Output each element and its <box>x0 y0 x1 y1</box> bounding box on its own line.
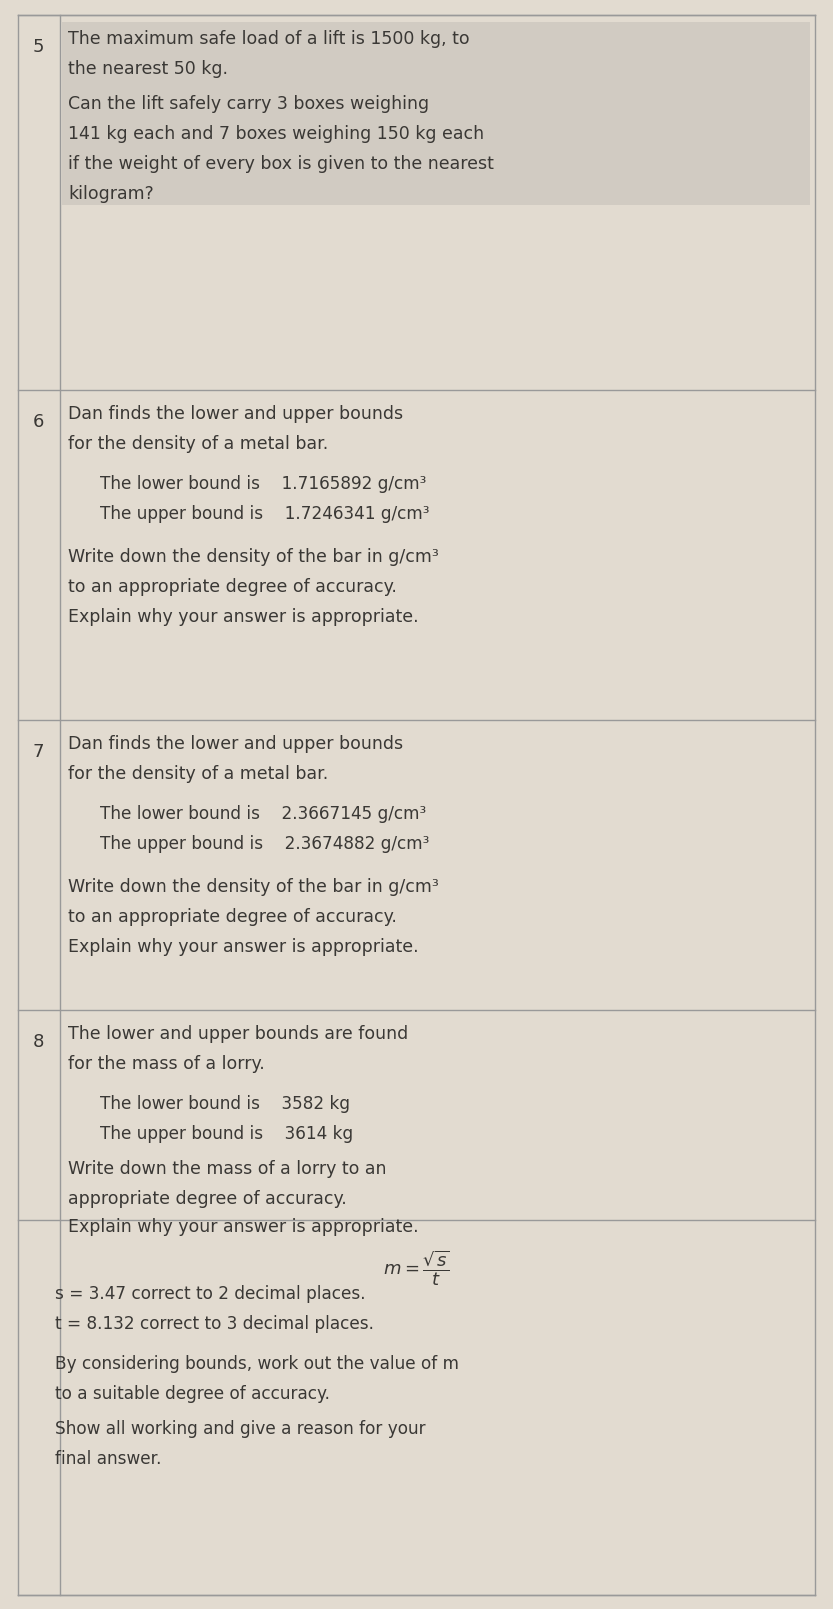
Text: Write down the density of the bar in g/cm³: Write down the density of the bar in g/c… <box>68 549 439 566</box>
Text: 141 kg each and 7 boxes weighing 150 kg each: 141 kg each and 7 boxes weighing 150 kg … <box>68 126 484 143</box>
Text: Explain why your answer is appropriate.: Explain why your answer is appropriate. <box>68 938 419 956</box>
Text: for the density of a metal bar.: for the density of a metal bar. <box>68 434 328 454</box>
Text: $m = \dfrac{\sqrt{s}}{t}$: $m = \dfrac{\sqrt{s}}{t}$ <box>382 1249 450 1287</box>
Text: 5: 5 <box>32 39 44 56</box>
Text: appropriate degree of accuracy.: appropriate degree of accuracy. <box>68 1191 347 1208</box>
Text: Explain why your answer is appropriate.: Explain why your answer is appropriate. <box>68 608 419 626</box>
Text: Dan finds the lower and upper bounds: Dan finds the lower and upper bounds <box>68 735 403 753</box>
Text: The maximum safe load of a lift is 1500 kg, to: The maximum safe load of a lift is 1500 … <box>68 31 470 48</box>
Text: The upper bound is    1.7246341 g/cm³: The upper bound is 1.7246341 g/cm³ <box>100 505 430 523</box>
Text: 8: 8 <box>32 1033 43 1051</box>
Text: Write down the density of the bar in g/cm³: Write down the density of the bar in g/c… <box>68 879 439 896</box>
Text: The lower and upper bounds are found: The lower and upper bounds are found <box>68 1025 408 1043</box>
Text: s = 3.47 correct to 2 decimal places.: s = 3.47 correct to 2 decimal places. <box>55 1286 366 1303</box>
Text: Explain why your answer is appropriate.: Explain why your answer is appropriate. <box>68 1218 419 1236</box>
Text: Write down the mass of a lorry to an: Write down the mass of a lorry to an <box>68 1160 387 1178</box>
Text: The upper bound is    3614 kg: The upper bound is 3614 kg <box>100 1125 353 1142</box>
Text: if the weight of every box is given to the nearest: if the weight of every box is given to t… <box>68 154 494 174</box>
Text: Dan finds the lower and upper bounds: Dan finds the lower and upper bounds <box>68 405 403 423</box>
Text: The lower bound is    2.3667145 g/cm³: The lower bound is 2.3667145 g/cm³ <box>100 804 426 822</box>
Text: to an appropriate degree of accuracy.: to an appropriate degree of accuracy. <box>68 578 397 595</box>
Text: The lower bound is    1.7165892 g/cm³: The lower bound is 1.7165892 g/cm³ <box>100 475 426 492</box>
Text: final answer.: final answer. <box>55 1450 162 1467</box>
Text: the nearest 50 kg.: the nearest 50 kg. <box>68 60 228 77</box>
Text: The upper bound is    2.3674882 g/cm³: The upper bound is 2.3674882 g/cm³ <box>100 835 429 853</box>
Text: Show all working and give a reason for your: Show all working and give a reason for y… <box>55 1421 426 1438</box>
Text: t = 8.132 correct to 3 decimal places.: t = 8.132 correct to 3 decimal places. <box>55 1315 374 1332</box>
Bar <box>62 23 810 204</box>
Text: to an appropriate degree of accuracy.: to an appropriate degree of accuracy. <box>68 907 397 927</box>
Text: By considering bounds, work out the value of m: By considering bounds, work out the valu… <box>55 1355 459 1372</box>
Text: Can the lift safely carry 3 boxes weighing: Can the lift safely carry 3 boxes weighi… <box>68 95 429 113</box>
Text: 7: 7 <box>32 743 44 761</box>
Text: 6: 6 <box>32 414 43 431</box>
Text: The lower bound is    3582 kg: The lower bound is 3582 kg <box>100 1096 350 1113</box>
Text: for the density of a metal bar.: for the density of a metal bar. <box>68 764 328 784</box>
Text: kilogram?: kilogram? <box>68 185 154 203</box>
Text: for the mass of a lorry.: for the mass of a lorry. <box>68 1056 265 1073</box>
Text: to a suitable degree of accuracy.: to a suitable degree of accuracy. <box>55 1385 330 1403</box>
